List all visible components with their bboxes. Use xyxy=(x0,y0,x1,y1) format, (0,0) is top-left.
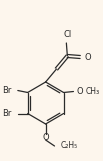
Text: Br: Br xyxy=(2,86,12,95)
Text: C₂H₅: C₂H₅ xyxy=(60,142,78,151)
Text: Br: Br xyxy=(2,109,12,118)
Text: Cl: Cl xyxy=(63,29,71,38)
Text: CH₃: CH₃ xyxy=(85,87,99,96)
Text: O: O xyxy=(42,133,49,142)
Text: O: O xyxy=(84,52,91,62)
Text: O: O xyxy=(77,87,84,96)
